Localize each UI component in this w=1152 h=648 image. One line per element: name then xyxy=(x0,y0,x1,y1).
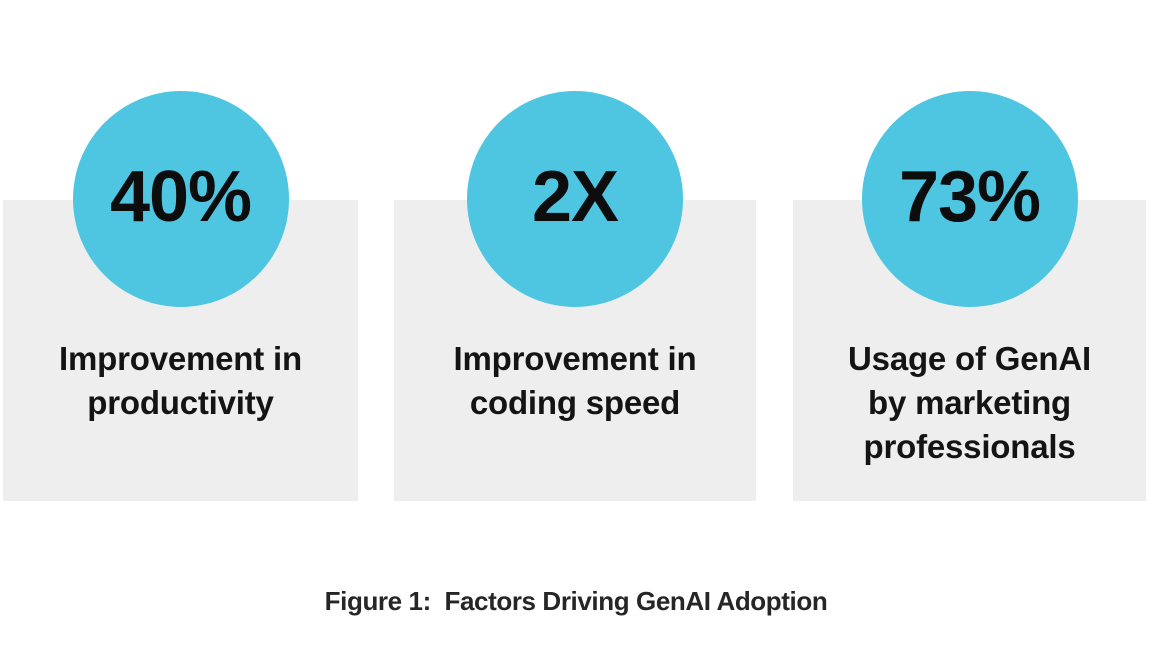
stat-label-productivity: Improvement in productivity xyxy=(59,340,302,421)
stat-card-marketing-usage: 73% Usage of GenAI by marketing professi… xyxy=(793,91,1146,501)
stat-card-coding-speed: 2X Improvement in coding speed xyxy=(394,91,756,501)
stat-label-coding-speed: Improvement in coding speed xyxy=(453,340,697,421)
figure-caption: Figure 1: Factors Driving GenAI Adoption xyxy=(324,586,828,616)
stat-circle-productivity: 40% xyxy=(72,91,289,307)
stat-value-productivity: 40% xyxy=(109,157,252,237)
stat-circle-marketing-usage: 73% xyxy=(861,91,1078,307)
stat-value-coding-speed: 2X xyxy=(531,157,619,237)
stat-label-marketing-usage: Usage of GenAI by marketing professional… xyxy=(848,340,1091,465)
stat-circle-coding-speed: 2X xyxy=(467,91,683,307)
stat-card-productivity: 40% Improvement in productivity xyxy=(3,91,358,501)
stat-value-marketing-usage: 73% xyxy=(898,157,1041,237)
